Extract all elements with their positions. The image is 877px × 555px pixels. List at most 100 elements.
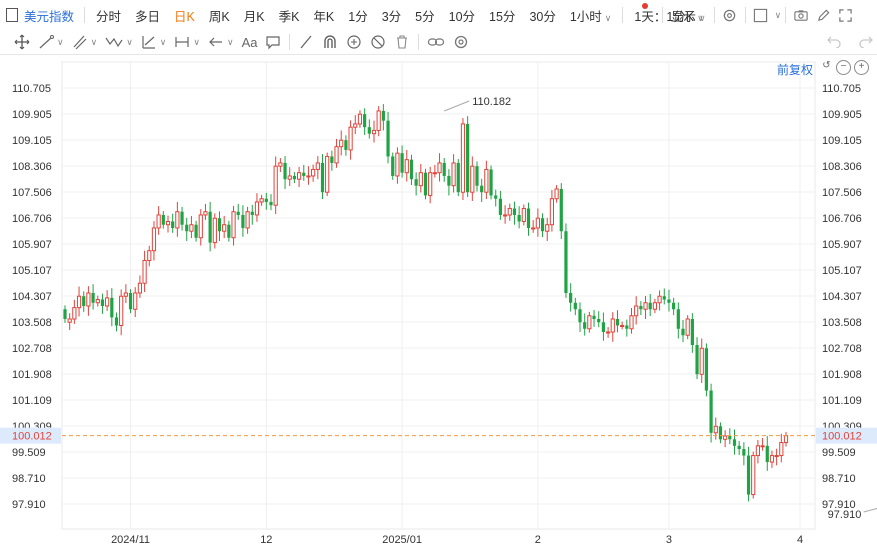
candle-body bbox=[549, 198, 555, 226]
pencil-icon[interactable] bbox=[812, 4, 834, 26]
zoom-in-icon[interactable]: + bbox=[854, 60, 869, 75]
divider bbox=[289, 34, 291, 50]
camera-icon[interactable] bbox=[790, 4, 812, 26]
candle-body bbox=[695, 345, 699, 375]
tab-period-12[interactable]: 30分 bbox=[529, 9, 556, 24]
candle-body bbox=[292, 175, 297, 180]
candle-body bbox=[278, 162, 283, 167]
candle-body bbox=[353, 123, 358, 128]
settings-icon[interactable] bbox=[449, 30, 473, 54]
candle-body bbox=[442, 162, 446, 176]
candle-body bbox=[460, 123, 466, 193]
candle-body bbox=[311, 168, 316, 177]
candle-body bbox=[208, 211, 212, 243]
y-tick-label-left: 105.107 bbox=[12, 265, 52, 277]
fib-icon[interactable]: ∨ bbox=[137, 30, 171, 54]
line-icon[interactable]: ∨ bbox=[34, 30, 68, 54]
tab-period-5[interactable]: 季K bbox=[278, 9, 300, 24]
candle-body bbox=[601, 322, 606, 333]
hide-icon[interactable] bbox=[366, 30, 390, 54]
candle-body bbox=[339, 139, 344, 148]
text-icon[interactable]: Aa bbox=[241, 34, 258, 50]
tab-period-10[interactable]: 10分 bbox=[448, 9, 476, 24]
candle-body bbox=[194, 224, 198, 238]
candle-body bbox=[676, 309, 680, 329]
candle-body bbox=[480, 185, 484, 193]
fullscreen-icon[interactable] bbox=[834, 4, 856, 26]
measure-icon[interactable]: ∨ bbox=[170, 30, 204, 54]
wave-icon[interactable]: ∨ bbox=[101, 30, 137, 54]
panel-icon[interactable] bbox=[6, 8, 18, 22]
candle-body bbox=[554, 188, 559, 200]
candle-body bbox=[718, 426, 723, 440]
crosshair-icon[interactable] bbox=[10, 30, 34, 54]
tab-period-13[interactable]: 1小时 ∨ bbox=[569, 9, 612, 24]
candle-body bbox=[540, 218, 545, 232]
link-icon[interactable] bbox=[423, 30, 449, 54]
magnet-icon[interactable] bbox=[318, 30, 342, 54]
price-adjust-button[interactable]: 前复权 bbox=[776, 63, 813, 77]
tab-period-6[interactable]: 年K bbox=[313, 9, 335, 24]
lock-icon[interactable] bbox=[342, 30, 366, 54]
candle-body bbox=[517, 214, 521, 222]
pen-icon[interactable] bbox=[294, 30, 318, 54]
chevron-down-icon[interactable]: ∨ bbox=[774, 9, 782, 20]
note-icon[interactable] bbox=[261, 30, 285, 54]
tab-period-3[interactable]: 周K bbox=[208, 9, 230, 24]
candle-body bbox=[95, 298, 100, 304]
candle-body bbox=[466, 123, 470, 193]
reset-icon[interactable]: ↺ bbox=[822, 60, 831, 71]
instrument-title[interactable]: 美元指数 bbox=[24, 9, 75, 24]
tab-period-7[interactable]: 1分 bbox=[348, 9, 368, 24]
candle-body bbox=[171, 221, 175, 228]
tab-period-8[interactable]: 3分 bbox=[381, 9, 402, 24]
candle-body bbox=[185, 224, 189, 232]
candle-body bbox=[760, 445, 765, 448]
multi-period-select[interactable]: 1天：1分K ∨ bbox=[634, 9, 704, 24]
y-tick-label-right: 105.907 bbox=[822, 239, 862, 251]
candle-body bbox=[105, 297, 110, 307]
candle-body bbox=[161, 214, 165, 225]
candle-body bbox=[494, 195, 498, 199]
tab-period-1[interactable]: 多日 bbox=[135, 9, 161, 24]
candle-body bbox=[259, 198, 264, 203]
tab-period-11[interactable]: 15分 bbox=[489, 9, 516, 24]
y-tick-label-left: 110.705 bbox=[12, 83, 51, 95]
candle-body bbox=[165, 220, 171, 226]
display-select[interactable]: 显示 ∨ bbox=[671, 9, 706, 24]
candle-body bbox=[203, 211, 208, 216]
candle-body bbox=[569, 292, 573, 303]
y-tick-label-left: 98.710 bbox=[12, 473, 46, 485]
chevron-down-icon: ∨ bbox=[226, 36, 234, 47]
channel-icon[interactable]: ∨ bbox=[68, 30, 102, 54]
candle-body bbox=[82, 296, 86, 306]
tab-period-9[interactable]: 5分 bbox=[415, 9, 435, 24]
candle-body bbox=[114, 317, 119, 326]
candle-body bbox=[728, 436, 732, 440]
arrow-icon[interactable]: ∨ bbox=[204, 30, 238, 54]
y-tick-label-right: 107.506 bbox=[822, 187, 862, 199]
undo-icon[interactable] bbox=[826, 34, 842, 51]
layout-icon[interactable] bbox=[750, 4, 772, 26]
undo-redo bbox=[826, 30, 874, 54]
right-toolbar: 显示 ∨ ∨ bbox=[658, 0, 856, 30]
candle-body bbox=[404, 159, 409, 174]
candle-body bbox=[357, 113, 363, 125]
trash-icon[interactable] bbox=[390, 30, 414, 54]
candle-body bbox=[137, 282, 143, 294]
redo-icon[interactable] bbox=[858, 34, 874, 51]
candle-body bbox=[498, 198, 503, 215]
candle-body bbox=[769, 455, 775, 463]
candle-body bbox=[391, 156, 395, 176]
candlestick-chart[interactable]: 110.705 110.705 109.905 109.905 109.105 109.1… bbox=[0, 54, 877, 555]
tab-period-2[interactable]: 日K bbox=[174, 9, 195, 24]
candle-body bbox=[681, 328, 685, 336]
zoom-out-icon[interactable]: − bbox=[836, 60, 851, 75]
candle-body bbox=[123, 292, 128, 297]
candle-body bbox=[245, 211, 250, 229]
tab-period-4[interactable]: 月K bbox=[243, 9, 265, 24]
candle-body bbox=[723, 435, 728, 440]
tab-period-0[interactable]: 分时 bbox=[96, 9, 122, 24]
candle-body bbox=[704, 348, 709, 391]
settings-icon[interactable] bbox=[719, 4, 741, 26]
